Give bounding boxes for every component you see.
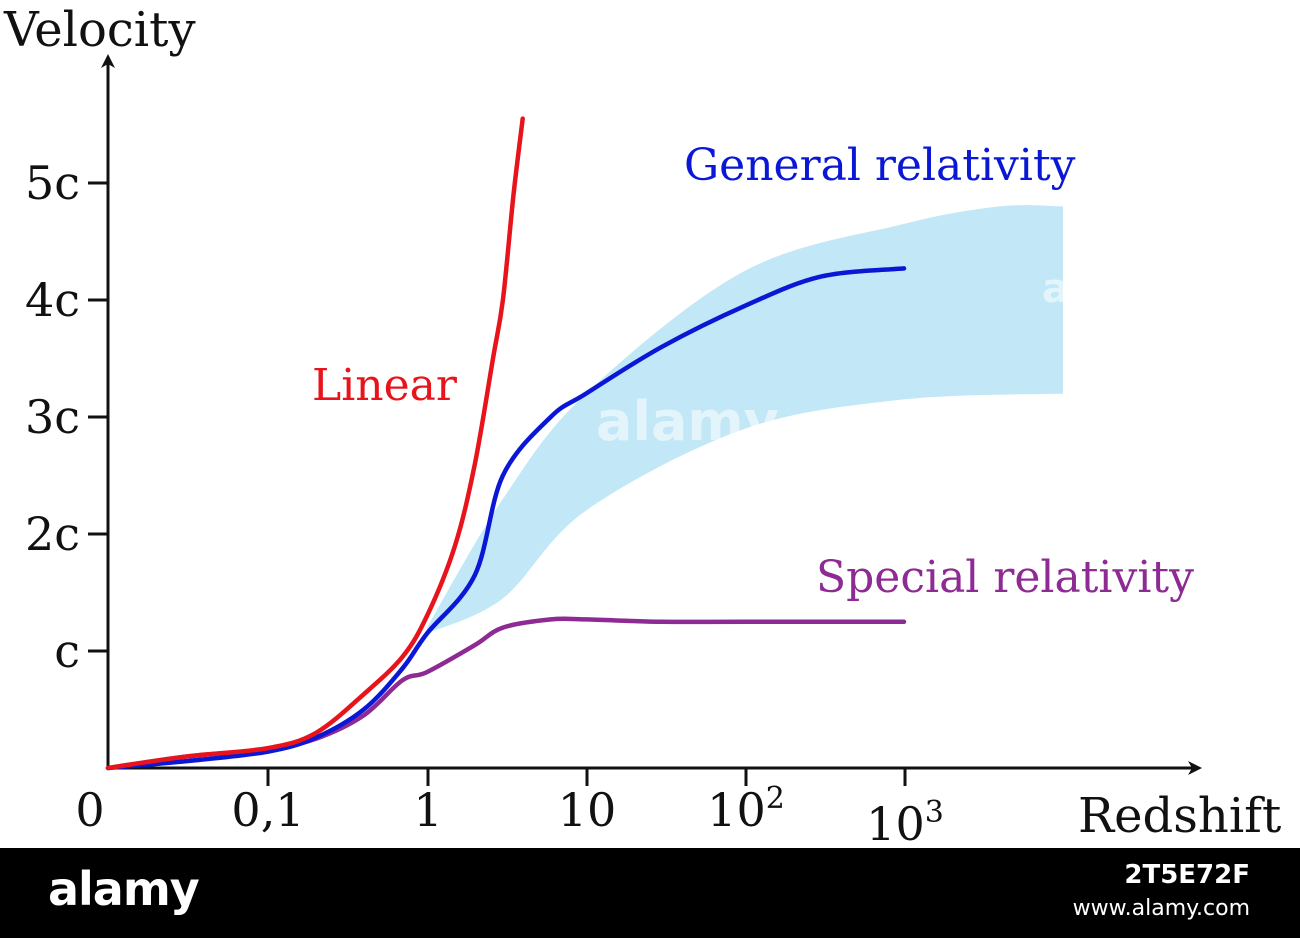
y-tick-label: 5c bbox=[25, 156, 80, 210]
uncertainty-band bbox=[427, 205, 1063, 634]
x-tick-label-base: 1 bbox=[413, 783, 442, 837]
x-tick-label-base: 0 bbox=[75, 783, 104, 837]
series-layer bbox=[105, 116, 907, 771]
x-tick-label: 0,1 bbox=[231, 783, 304, 837]
x-tick-label: 1 bbox=[413, 783, 442, 837]
x-tick-label: 102 bbox=[707, 781, 785, 837]
watermark-url: www.alamy.com bbox=[1072, 896, 1250, 921]
series-line-general-relativity bbox=[105, 266, 907, 771]
y-tick-label: c bbox=[54, 624, 80, 678]
y-tick-label: 4c bbox=[25, 273, 80, 327]
x-tick-label-base: 0,1 bbox=[231, 783, 304, 837]
x-tick-label-base: 10 bbox=[558, 783, 617, 837]
series-line-special-relativity bbox=[105, 616, 907, 771]
watermark-logo: alamy bbox=[48, 862, 200, 916]
x-tick-label-exponent: 3 bbox=[925, 795, 944, 830]
watermark-image-id: 2T5E72F bbox=[1124, 860, 1250, 890]
series-label-general-relativity: General relativity bbox=[684, 140, 1076, 191]
uncertainty-band-layer bbox=[427, 205, 1063, 634]
watermark-banner: alamy 2T5E72F www.alamy.com bbox=[0, 848, 1300, 938]
watermark-overlay-layer: alamy alamy bbox=[596, 266, 1177, 453]
y-tick-label: 2c bbox=[25, 507, 80, 561]
watermark-overlay-text-right: alamy bbox=[1042, 266, 1177, 312]
x-tick-label: 10 bbox=[558, 783, 617, 837]
y-axis-title: Velocity bbox=[3, 2, 196, 58]
x-tick-label: 103 bbox=[866, 795, 944, 851]
x-tick-label: 0 bbox=[75, 783, 104, 837]
watermark-overlay-text: alamy bbox=[596, 390, 779, 453]
x-tick-label-exponent: 2 bbox=[766, 781, 785, 816]
x-tick-label-base: 10 bbox=[866, 797, 925, 851]
x-axis-title: Redshift bbox=[1078, 788, 1281, 844]
series-line-linear bbox=[105, 116, 525, 771]
series-label-linear: Linear bbox=[312, 360, 458, 411]
series-label-special-relativity: Special relativity bbox=[816, 552, 1194, 603]
y-tick-label: 3c bbox=[25, 390, 80, 444]
x-tick-label-base: 10 bbox=[707, 783, 766, 837]
